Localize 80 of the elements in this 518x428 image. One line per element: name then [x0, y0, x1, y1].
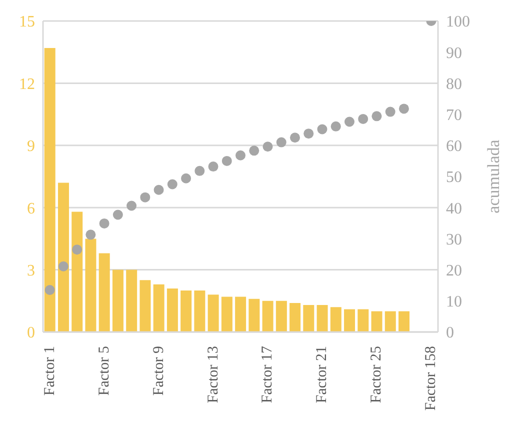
- bar: [330, 307, 342, 332]
- x-tick-label: Factor 1: [42, 346, 58, 396]
- bar: [262, 300, 274, 332]
- x-tick-label: Factor 25: [368, 346, 385, 404]
- bar: [316, 305, 328, 332]
- point: [154, 184, 164, 195]
- x-tick-label: Factor 9: [150, 346, 167, 396]
- bar: [126, 270, 138, 332]
- y2-tick-label: 0: [446, 324, 454, 342]
- y-tick-label: 6: [27, 200, 35, 218]
- y2-tick-label: 100: [446, 14, 470, 31]
- bar: [276, 300, 287, 332]
- point: [290, 132, 300, 143]
- point: [398, 104, 409, 114]
- point: [222, 156, 232, 166]
- bar: [358, 309, 369, 332]
- point: [262, 142, 273, 152]
- bar: [72, 212, 83, 332]
- bar: [85, 238, 96, 332]
- point: [385, 106, 396, 117]
- x-tick-label: Factor 17: [260, 346, 276, 404]
- point: [344, 116, 354, 127]
- y2-tick-label: 50: [446, 169, 462, 186]
- bar: [166, 288, 178, 332]
- x-tick-label: Factor 5: [96, 346, 112, 396]
- bar: [140, 280, 151, 332]
- point: [58, 261, 68, 272]
- y2-tick-label: 40: [446, 200, 462, 218]
- bar: [398, 311, 410, 332]
- point: [304, 128, 314, 139]
- point: [112, 210, 123, 220]
- bar: [98, 253, 110, 332]
- bar: [248, 298, 260, 332]
- bar: [153, 284, 164, 332]
- bar: [58, 182, 69, 332]
- bar: [303, 305, 314, 332]
- y2-tick-label: 20: [446, 262, 462, 280]
- y2-tick-label: 60: [446, 138, 462, 156]
- y2-tick-label: 70: [446, 106, 462, 124]
- bar: [208, 294, 219, 332]
- bar: [194, 290, 206, 332]
- point: [236, 150, 246, 160]
- point: [181, 173, 192, 184]
- y2-tick-label: 10: [446, 294, 462, 311]
- y-tick-label: 15: [19, 14, 35, 31]
- bar: [344, 309, 356, 332]
- point: [208, 162, 218, 172]
- point: [276, 137, 286, 148]
- point: [99, 218, 110, 228]
- point: [330, 121, 341, 132]
- bar: [180, 290, 192, 332]
- x-tick-label: Factor 13: [205, 346, 222, 404]
- y-tick-label: 0: [27, 324, 35, 342]
- bar: [112, 270, 124, 332]
- bar: [221, 296, 232, 332]
- point: [86, 230, 96, 240]
- point: [44, 285, 55, 296]
- bar: [44, 48, 56, 332]
- point: [72, 244, 82, 255]
- y2-tick-label: 80: [446, 76, 462, 93]
- x-tick-label: Factor 21: [314, 346, 330, 404]
- bar: [290, 302, 301, 332]
- y-tick-label: 3: [27, 262, 35, 280]
- point: [167, 179, 178, 190]
- point: [140, 192, 150, 202]
- point: [194, 166, 205, 176]
- point: [317, 124, 328, 134]
- bar: [371, 311, 382, 332]
- y2-axis-title: acumulada: [484, 139, 504, 214]
- y2-tick-label: 30: [446, 231, 462, 248]
- y-tick-label: 12: [19, 76, 35, 93]
- point: [358, 114, 368, 124]
- point: [249, 146, 260, 156]
- bar: [235, 296, 246, 332]
- y-tick-label: 9: [27, 138, 35, 156]
- y2-tick-label: 90: [446, 44, 462, 62]
- point: [126, 200, 137, 211]
- x-tick-label: Factor 158: [423, 346, 440, 411]
- point: [372, 111, 382, 122]
- bar: [384, 311, 396, 332]
